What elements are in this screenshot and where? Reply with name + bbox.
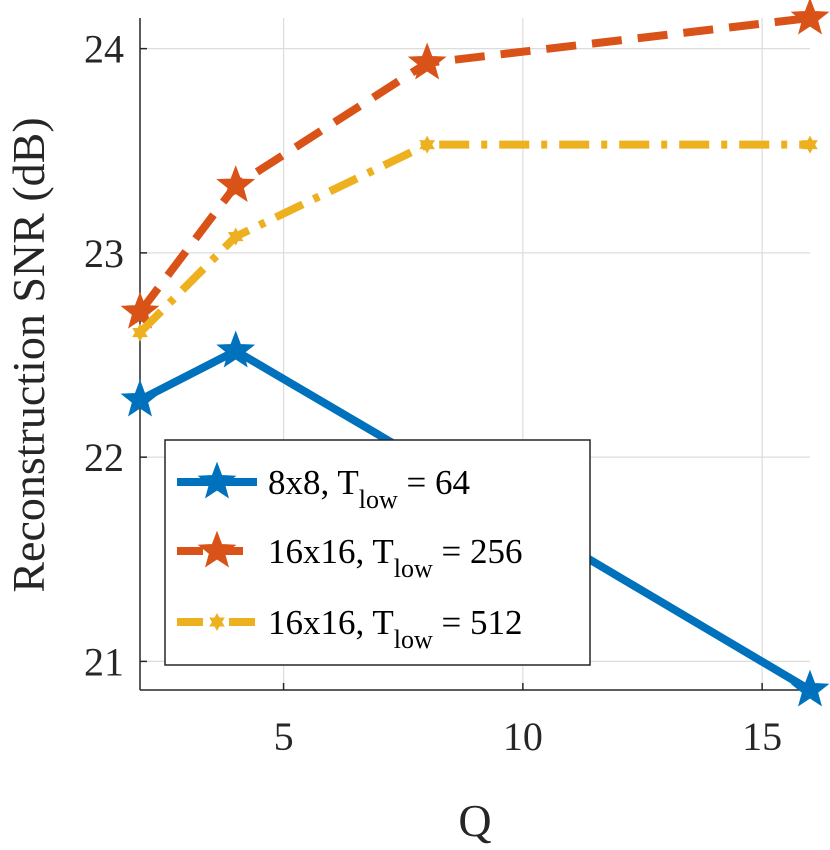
legend-marker bbox=[197, 530, 237, 568]
legend-label: 8x8, Tlow = 64 bbox=[268, 463, 470, 514]
y-tick-label: 21 bbox=[84, 639, 124, 684]
legend-label: 16x16, Tlow = 256 bbox=[268, 532, 523, 583]
series-2 bbox=[120, 0, 830, 329]
data-point bbox=[120, 379, 160, 417]
y-tick-label: 22 bbox=[84, 435, 124, 480]
data-point bbox=[216, 330, 256, 368]
legend-marker bbox=[209, 612, 225, 632]
data-point bbox=[790, 669, 830, 707]
data-point bbox=[790, 0, 830, 35]
data-point bbox=[120, 291, 160, 329]
data-point bbox=[216, 165, 256, 203]
series-line bbox=[137, 140, 810, 336]
data-point bbox=[407, 42, 447, 80]
y-tick-label: 24 bbox=[84, 27, 124, 72]
plot-series bbox=[120, 0, 830, 707]
y-axis-title: Reconstruction SNR (dB) bbox=[3, 117, 54, 592]
legend-marker bbox=[197, 461, 237, 499]
data-point bbox=[132, 323, 148, 342]
data-point bbox=[227, 227, 244, 246]
legend: 8x8, Tlow = 64 16x16, Tlow = 256 16x16, Tl… bbox=[164, 439, 591, 666]
data-point bbox=[419, 135, 435, 154]
series-line bbox=[138, 346, 813, 694]
x-tick-label: 10 bbox=[503, 714, 543, 759]
series-3 bbox=[132, 135, 818, 342]
y-tick-label: 23 bbox=[84, 231, 124, 276]
series-line bbox=[136, 14, 811, 315]
legend-label: 16x16, Tlow = 512 bbox=[268, 603, 523, 654]
x-tick-label: 15 bbox=[742, 714, 782, 759]
x-tick-label: 5 bbox=[274, 714, 294, 759]
axes: 5 10 15 21 22 23 24 bbox=[84, 18, 810, 759]
data-point bbox=[802, 135, 818, 154]
x-axis-title: Q bbox=[458, 795, 491, 846]
